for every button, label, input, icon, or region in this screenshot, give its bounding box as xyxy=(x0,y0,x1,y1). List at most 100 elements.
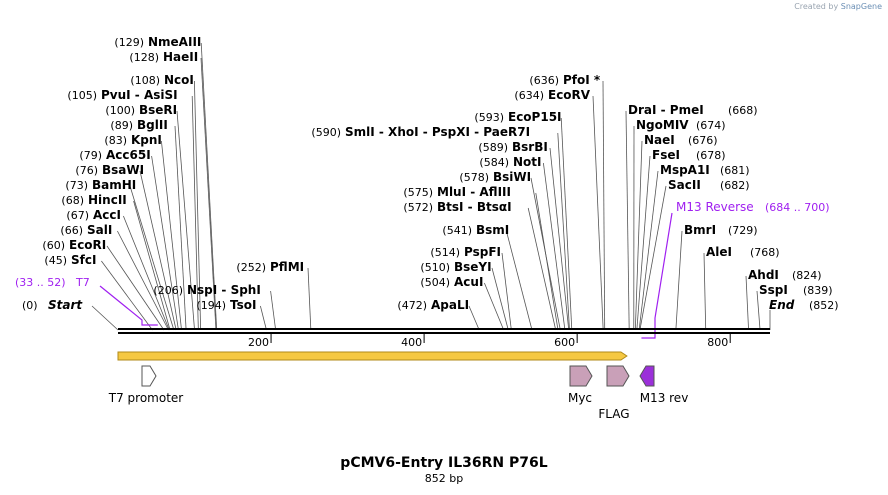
site-ecorv: (634) EcoRV xyxy=(514,88,604,331)
credit-brand: SnapGene xyxy=(840,2,882,11)
site-naei: NaeI (676) xyxy=(634,133,718,331)
site-leader-line xyxy=(557,132,570,331)
site-pspfi: (514) PspFI xyxy=(430,245,512,331)
site-name: SalI xyxy=(87,223,112,237)
site-name: NgoMIV xyxy=(636,118,689,132)
site-name: EcoP15I xyxy=(508,110,562,124)
site-position: (584) xyxy=(479,156,509,169)
feature-arrow xyxy=(606,365,630,387)
site-acui: (504) AcuI xyxy=(420,275,505,331)
site-leader-line xyxy=(639,185,667,331)
site-name: BsiWI xyxy=(493,170,531,184)
site-name: HaeII xyxy=(163,50,198,64)
site-sali: (66) SalI xyxy=(60,223,169,331)
feature-label: Myc xyxy=(568,391,592,405)
site-position: (668) xyxy=(728,104,758,117)
site-position: (510) xyxy=(420,261,450,274)
site-leader-line xyxy=(506,230,533,331)
site-position: (593) xyxy=(474,111,504,124)
site-name: SfcI xyxy=(71,253,96,267)
site-name: BseYI xyxy=(454,260,492,274)
site-leader-line xyxy=(592,95,604,331)
site-position: (768) xyxy=(750,246,780,259)
site-acci: (67) AccI xyxy=(66,208,170,331)
site-position: (60) xyxy=(42,239,65,252)
site-name: AleI xyxy=(706,245,732,259)
site-ahdi: AhdI (824) xyxy=(745,268,822,331)
site-position: (66) xyxy=(60,224,83,237)
tick-label: 200 xyxy=(248,336,269,349)
feature-t7-promoter: T7 promoter xyxy=(108,365,184,405)
site-tsoi: (194) TsoI xyxy=(196,298,267,331)
site-name: EcoRV xyxy=(548,88,591,102)
site-leader-line xyxy=(133,200,171,331)
start-position: (0) xyxy=(22,299,38,312)
site-leader-line xyxy=(560,117,573,331)
site-name: FseI xyxy=(652,148,680,162)
start-label: Start xyxy=(48,298,83,312)
site-leader-line xyxy=(139,170,177,331)
site-name: AhdI xyxy=(748,268,779,282)
site-position: (83) xyxy=(104,134,127,147)
site-leader-line xyxy=(151,155,179,331)
start-leader-line xyxy=(91,305,119,331)
site-bglii: (89) BglII xyxy=(110,118,187,331)
site-sacii: SacII (682) xyxy=(639,178,750,331)
primer-name-t7: T7 xyxy=(75,276,90,289)
site-position: (824) xyxy=(792,269,822,282)
site-leader-line xyxy=(191,95,199,331)
site-leader-line xyxy=(549,147,570,331)
feature-arrow xyxy=(569,365,593,387)
site-position: (472) xyxy=(397,299,427,312)
feature-label: T7 promoter xyxy=(108,391,184,405)
feature-myc: Myc xyxy=(568,365,593,405)
site-leader-line xyxy=(703,252,707,331)
site-position: (68) xyxy=(61,194,84,207)
site-leader-line xyxy=(756,290,761,331)
site-position: (79) xyxy=(79,149,102,162)
site-alei: AleI (768) xyxy=(703,245,780,331)
site-leader-line xyxy=(745,275,749,331)
site-position: (252) xyxy=(236,261,266,274)
site-leader-line xyxy=(200,57,217,331)
site-mlui-afliii: (575) MluI - AflIII xyxy=(403,185,559,331)
site-name: AccI xyxy=(93,208,121,222)
site-name: PfoI * xyxy=(563,73,601,87)
site-position: (589) xyxy=(478,141,508,154)
site-leader-line xyxy=(484,282,505,331)
site-name: DraI - PmeI xyxy=(628,103,704,117)
primer-range-t7: (33 .. 52) xyxy=(15,276,66,289)
site-position: (45) xyxy=(44,254,67,267)
plasmid-length: 852 bp xyxy=(424,472,464,485)
site-nmeaiii: (129) NmeAIII xyxy=(114,35,218,331)
site-smli-xhoi-pspxi-paer7i: (590) SmlI - XhoI - PspXI - PaeR7I xyxy=(311,125,570,331)
site-name: MspA1I xyxy=(660,163,710,177)
tick-label: 400 xyxy=(401,336,422,349)
site-name: NspI - SphI xyxy=(187,283,261,297)
site-leader-line xyxy=(194,80,202,331)
feature-label: FLAG xyxy=(598,407,629,421)
site-name: PspFI xyxy=(464,245,501,259)
site-bseri: (100) BseRI xyxy=(105,103,195,331)
site-bsmi: (541) BsmI xyxy=(442,223,533,331)
site-name: PvuI - AsiSI xyxy=(101,88,178,102)
site-position: (89) xyxy=(110,119,133,132)
site-position: (100) xyxy=(105,104,135,117)
site-position: (636) xyxy=(529,74,559,87)
site-leader-line xyxy=(625,110,630,331)
tick-label: 600 xyxy=(554,336,575,349)
site-leader-line xyxy=(123,215,170,331)
site-name: NaeI xyxy=(644,133,675,147)
plasmid-title: pCMV6-Entry IL36RN P76L xyxy=(340,455,548,471)
site-position: (575) xyxy=(403,186,433,199)
site-position: (108) xyxy=(130,74,160,87)
site-leader-line xyxy=(200,42,218,331)
site-position: (634) xyxy=(514,89,544,102)
site-ngomiv: NgoMIV (674) xyxy=(633,118,726,331)
feature-m13-rev: M13 rev xyxy=(639,365,688,405)
site-leader-line xyxy=(270,290,277,331)
site-position: (128) xyxy=(129,51,159,64)
site-leader-line xyxy=(634,140,643,331)
site-kpni: (83) KpnI xyxy=(104,133,182,331)
